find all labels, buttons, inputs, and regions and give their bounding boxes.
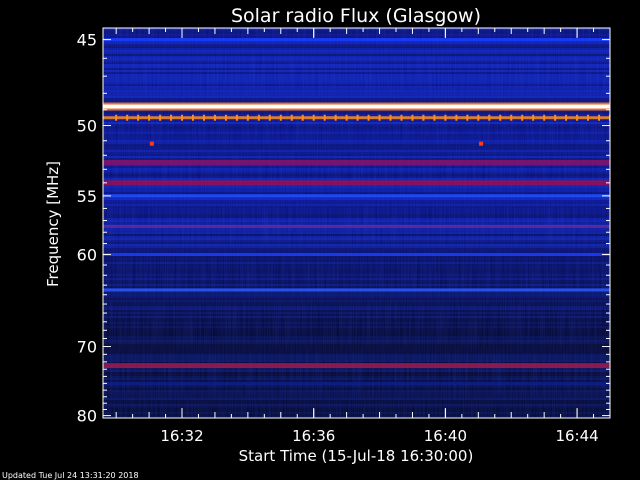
spike-mark — [345, 114, 348, 121]
x-tick-label: 16:32 — [160, 427, 203, 445]
y-tick-label: 60 — [77, 245, 97, 264]
band-line — [103, 194, 610, 198]
spike-mark — [598, 114, 601, 121]
spike-mark — [181, 114, 184, 121]
spike-mark — [565, 114, 568, 121]
band-line — [103, 252, 610, 256]
x-axis: 16:32 16:36 16:40 16:44 — [115, 28, 611, 445]
spike-mark — [312, 114, 315, 121]
x-axis-label: Start Time (15-Jul-18 16:30:00) — [239, 447, 474, 465]
spike-mark — [455, 114, 458, 121]
spike-mark — [400, 114, 403, 121]
burst-point — [149, 141, 154, 146]
y-tick-label: 50 — [77, 117, 97, 136]
y-tick-label: 70 — [77, 338, 97, 357]
band-line — [103, 363, 610, 369]
spike-mark — [356, 114, 359, 121]
spike-mark — [235, 114, 238, 121]
spike-mark — [510, 114, 513, 121]
x-tick-label: 16:40 — [424, 427, 467, 445]
spike-mark — [257, 114, 260, 121]
spike-mark — [301, 114, 304, 121]
spike-mark — [246, 114, 249, 121]
spike-mark — [367, 114, 370, 121]
spike-mark — [444, 114, 447, 121]
spike-mark — [521, 114, 524, 121]
spike-mark — [411, 114, 414, 121]
spike-mark — [224, 114, 227, 121]
spike-mark — [290, 114, 293, 121]
spike-mark — [334, 114, 337, 121]
chart-title: Solar radio Flux (Glasgow) — [231, 5, 481, 27]
y-axis: 45 50 55 60 70 80 — [77, 31, 610, 426]
band-line — [103, 224, 610, 228]
band-line — [103, 38, 610, 42]
spike-mark — [115, 114, 118, 121]
footer-updated: Updated Tue Jul 24 13:31:20 2018 — [2, 471, 139, 480]
spike-mark — [389, 114, 392, 121]
spike-mark — [202, 114, 205, 121]
spike-mark — [159, 114, 162, 121]
spike-mark — [323, 114, 326, 121]
spike-mark — [466, 114, 469, 121]
spike-mark — [422, 114, 425, 121]
band-line — [103, 381, 610, 385]
spike-mark — [126, 114, 129, 121]
spike-mark — [543, 114, 546, 121]
spike-mark — [532, 114, 535, 121]
spike-mark — [587, 114, 590, 121]
spike-mark — [499, 114, 502, 121]
spike-mark — [170, 114, 173, 121]
spike-mark — [378, 114, 381, 121]
plot-frame — [102, 27, 611, 419]
band-line — [103, 116, 610, 120]
band-line — [103, 180, 610, 186]
burst-point — [479, 141, 484, 146]
spike-mark — [554, 114, 557, 121]
band-line — [103, 288, 610, 292]
spike-mark — [268, 114, 271, 121]
plot-area — [103, 28, 610, 418]
spike-mark — [213, 114, 216, 121]
x-tick-label: 16:44 — [555, 427, 598, 445]
y-tick-label: 45 — [77, 31, 97, 50]
spike-mark — [279, 114, 282, 121]
y-tick-label: 80 — [77, 407, 97, 426]
spike-mark — [433, 114, 436, 121]
spike-mark — [477, 114, 480, 121]
spike-mark — [191, 114, 194, 121]
spike-mark — [488, 114, 491, 121]
x-tick-label: 16:36 — [292, 427, 335, 445]
spectrogram-noise — [103, 28, 610, 418]
band-line — [103, 104, 610, 109]
band-line — [103, 159, 610, 165]
spike-mark — [148, 114, 151, 121]
y-axis-label: Frequency [MHz] — [44, 161, 62, 287]
y-tick-label: 55 — [77, 187, 97, 206]
spike-mark — [576, 114, 579, 121]
spike-mark — [137, 114, 140, 121]
